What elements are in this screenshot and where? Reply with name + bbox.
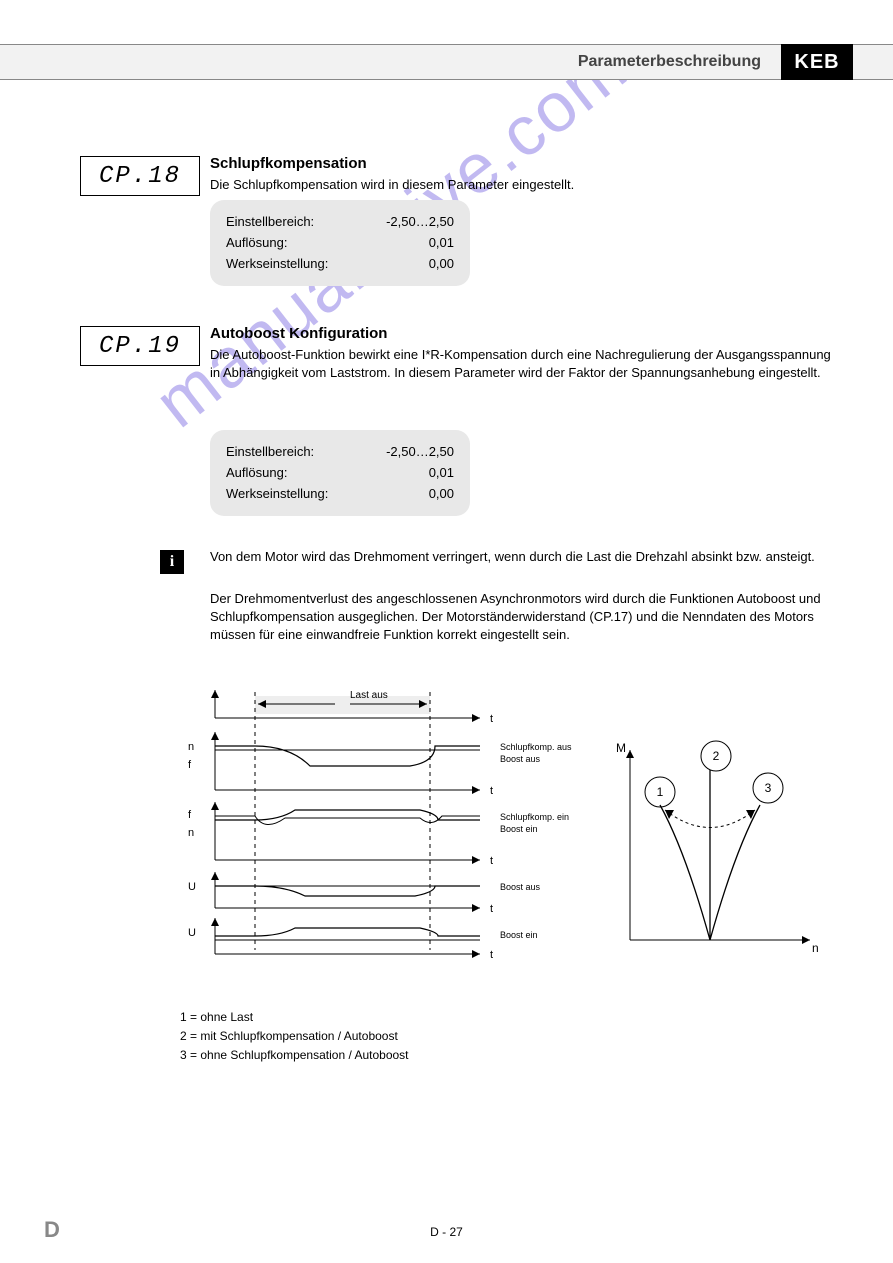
factory-value-2: 0,00 (429, 484, 454, 505)
footer-page: D - 27 (430, 1225, 463, 1239)
factory-label: Werkseinstellung: (226, 254, 328, 275)
title-cp19: Autoboost Konfiguration (210, 325, 387, 342)
page-header: Parameterbeschreibung KEB (0, 44, 893, 80)
n-label-2: n (188, 827, 194, 839)
last-aus-label: Last aus (350, 690, 388, 701)
lcd-cp19-text: CP.19 (99, 333, 181, 360)
param-box-cp18: Einstellbereich: -2,50…2,50 Auflösung: 0… (210, 200, 470, 286)
legend: 1 = ohne Last 2 = mit Schlupfkompensatio… (180, 1008, 409, 1066)
u-label-2: U (188, 927, 196, 939)
right-lbl-3: Boost aus (500, 882, 541, 892)
param-box-cp19: Einstellbereich: -2,50…2,50 Auflösung: 0… (210, 430, 470, 516)
resolution-value: 0,01 (429, 233, 454, 254)
legend-1: 1 = ohne Last (180, 1008, 409, 1027)
legend-3: 3 = ohne Schlupfkompensation / Autoboost (180, 1046, 409, 1065)
factory-value: 0,00 (429, 254, 454, 275)
lcd-cp18-text: CP.18 (99, 163, 181, 190)
range-label-2: Einstellbereich: (226, 442, 314, 463)
n-axis: n (812, 941, 819, 955)
right-lbl-4: Boost ein (500, 930, 538, 940)
resolution-label-2: Auflösung: (226, 463, 287, 484)
info2-cp19: Der Drehmomentverlust des angeschlossene… (210, 590, 843, 645)
right-lbl-1a: Schlupfkomp. aus (500, 742, 572, 752)
resolution-row-2: Auflösung: 0,01 (226, 463, 454, 484)
axis-t-1: t (490, 713, 493, 725)
range-row: Einstellbereich: -2,50…2,50 (226, 212, 454, 233)
lcd-cp19: CP.19 (80, 326, 200, 366)
right-lbl-2b: Boost ein (500, 824, 538, 834)
factory-label-2: Werkseinstellung: (226, 484, 328, 505)
factory-row-2: Werkseinstellung: 0,00 (226, 484, 454, 505)
node-2: 2 (713, 749, 720, 763)
f-label-1: f (188, 759, 192, 771)
resolution-label: Auflösung: (226, 233, 287, 254)
info-icon: i (160, 550, 184, 574)
header-spacer (853, 44, 893, 80)
axis-t-5: t (490, 949, 493, 961)
intro-cp19: Die Autoboost-Funktion bewirkt eine I*R-… (210, 346, 843, 382)
right-lbl-2a: Schlupfkomp. ein (500, 812, 569, 822)
u-label-1: U (188, 881, 196, 893)
header-title: Parameterbeschreibung (0, 44, 781, 80)
factory-row: Werkseinstellung: 0,00 (226, 254, 454, 275)
right-lbl-1b: Boost aus (500, 754, 541, 764)
n-label-1: n (188, 741, 194, 753)
axis-t-3: t (490, 855, 493, 867)
left-diagram: Last aus t n f t Schlupfkomp. aus Boost … (188, 690, 572, 961)
intro-cp18: Die Schlupfkompensation wird in diesem P… (210, 176, 843, 194)
resolution-row: Auflösung: 0,01 (226, 233, 454, 254)
footer-marker: D (44, 1217, 60, 1243)
node-3: 3 (765, 781, 772, 795)
legend-2: 2 = mit Schlupfkompensation / Autoboost (180, 1027, 409, 1046)
right-diagram: M n 1 2 3 (616, 741, 819, 955)
f-label-2: f (188, 809, 192, 821)
diagram-svg: Last aus t n f t Schlupfkomp. aus Boost … (180, 690, 820, 1000)
range-value: -2,50…2,50 (386, 212, 454, 233)
node-1: 1 (657, 785, 664, 799)
axis-t-2: t (490, 785, 493, 797)
m-axis: M (616, 741, 626, 755)
title-cp18: Schlupfkompensation (210, 155, 367, 172)
range-value-2: -2,50…2,50 (386, 442, 454, 463)
axis-t-4: t (490, 903, 493, 915)
info1-cp19: Von dem Motor wird das Drehmoment verrin… (210, 548, 843, 566)
resolution-value-2: 0,01 (429, 463, 454, 484)
lcd-cp18: CP.18 (80, 156, 200, 196)
range-label: Einstellbereich: (226, 212, 314, 233)
brand-logo: KEB (781, 44, 853, 80)
range-row-2: Einstellbereich: -2,50…2,50 (226, 442, 454, 463)
